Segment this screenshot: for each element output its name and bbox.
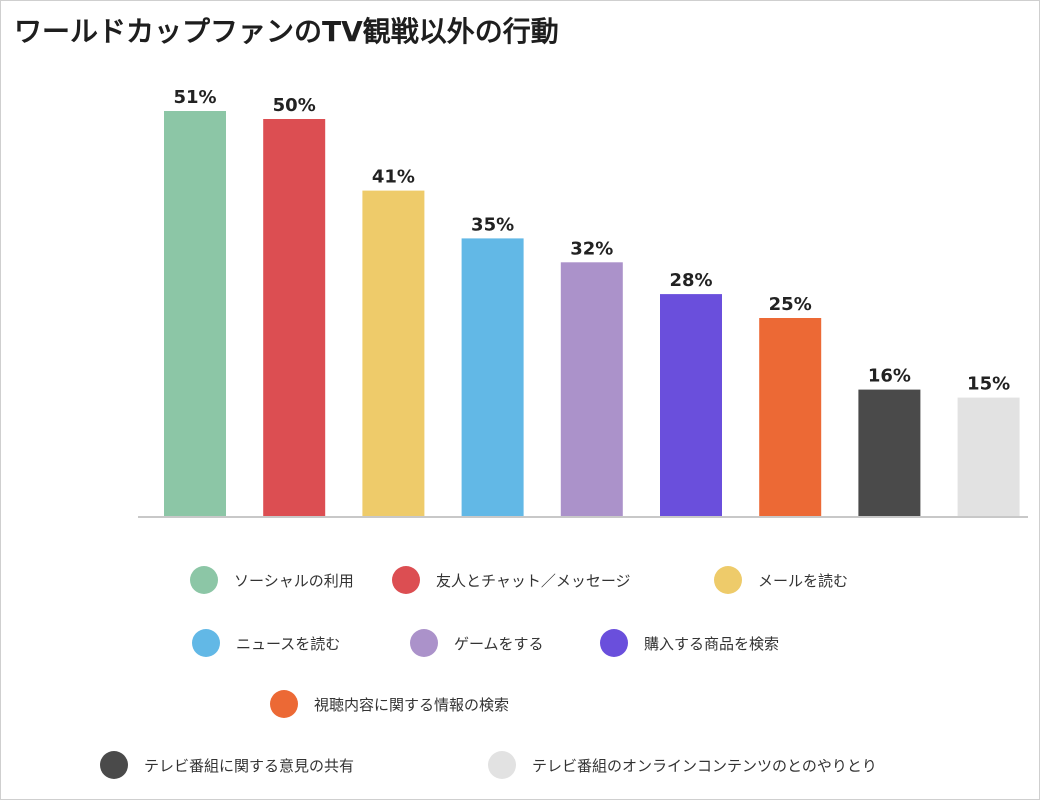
value-label-9: 15% — [967, 374, 1010, 395]
value-label-7: 25% — [769, 294, 812, 315]
value-label-5: 32% — [570, 238, 613, 259]
legend-item-social: ソーシャルの利用 — [190, 565, 354, 595]
bar-2 — [263, 119, 326, 517]
bar-1 — [164, 111, 226, 517]
legend-label: 友人とチャット／メッセージ — [436, 571, 631, 590]
value-label-2: 50% — [273, 95, 316, 116]
legend-swatch — [714, 566, 742, 594]
legend-item-content-info: 視聴内容に関する情報の検索 — [270, 689, 509, 719]
legend-label: メールを読む — [758, 571, 849, 590]
legend-swatch — [392, 566, 420, 594]
bar-7 — [759, 318, 822, 517]
legend-label: テレビ番組のオンラインコンテンツのとのやりとり — [532, 756, 877, 775]
legend-item-email: メールを読む — [714, 565, 848, 595]
legend-item-shopping: 購入する商品を検索 — [600, 628, 779, 658]
legend-swatch — [410, 629, 438, 657]
legend-swatch — [192, 629, 220, 657]
chart-title: ワールドカップファンのTV観戦以外の行動 — [14, 15, 559, 48]
bar-6 — [660, 294, 722, 517]
legend-label: 購入する商品を検索 — [644, 634, 780, 653]
value-label-3: 41% — [372, 167, 415, 188]
legend-item-news: ニュースを読む — [192, 628, 340, 658]
bar-3 — [362, 190, 425, 517]
legend-swatch — [270, 690, 298, 718]
value-label-1: 51% — [173, 87, 216, 108]
bar-chart: 51% 50% 41% 35% 32% 28% 25% 16% 15% — [138, 87, 1028, 518]
bar-8 — [858, 389, 921, 517]
legend-swatch — [488, 751, 516, 779]
value-label-4: 35% — [471, 214, 514, 235]
legend-item-online-content: テレビ番組のオンラインコンテンツのとのやりとり — [488, 750, 877, 780]
value-label-6: 28% — [669, 270, 712, 291]
legend-swatch — [100, 751, 128, 779]
bar-5 — [560, 262, 623, 517]
legend-label: ニュースを読む — [236, 634, 341, 653]
legend-item-share-opinion: テレビ番組に関する意見の共有 — [100, 750, 354, 780]
legend-label: ソーシャルの利用 — [234, 571, 354, 590]
bar-9 — [957, 397, 1020, 517]
legend-item-games: ゲームをする — [410, 628, 544, 658]
legend-item-chat: 友人とチャット／メッセージ — [392, 565, 631, 595]
bar-4 — [461, 238, 524, 517]
legend-swatch — [600, 629, 628, 657]
legend-label: テレビ番組に関する意見の共有 — [144, 756, 355, 775]
value-label-8: 16% — [868, 366, 911, 387]
legend-swatch — [190, 566, 218, 594]
legend-label: ゲームをする — [454, 634, 544, 653]
legend-label: 視聴内容に関する情報の検索 — [314, 695, 510, 714]
